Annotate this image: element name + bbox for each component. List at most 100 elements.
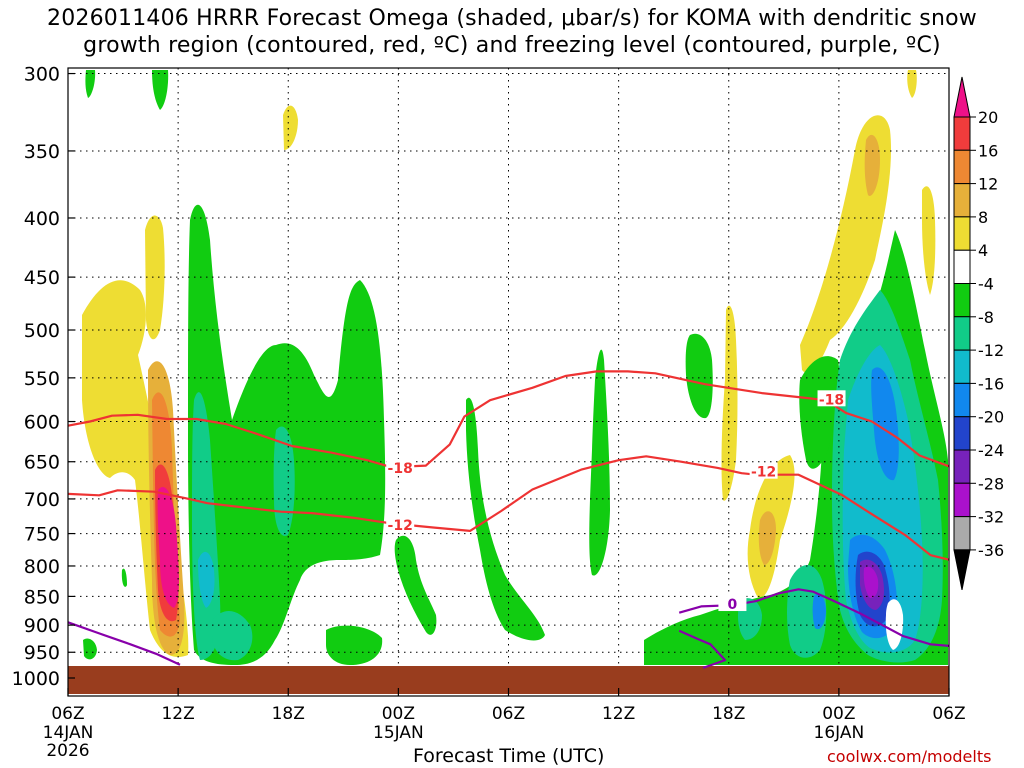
colorbar-bin xyxy=(953,283,971,318)
omega-area-cyan xyxy=(198,551,215,608)
chart-title-line-1: 2026011406 HRRR Forecast Omega (shaded, … xyxy=(47,6,977,31)
y-axis: 1000 950 900 850 800 750 700 650 600 550 500 450 400… xyxy=(12,64,75,690)
y-tick-label: 900 xyxy=(24,615,60,637)
colorbar-bin xyxy=(953,382,971,418)
colorbar-bin xyxy=(953,216,971,251)
x-tick-label: 06Z xyxy=(492,704,525,724)
contour-label-background xyxy=(386,515,415,532)
y-tick-label: 850 xyxy=(24,586,60,608)
omega-area-teal xyxy=(273,426,295,536)
colorbar-label: 16 xyxy=(978,141,998,160)
omega-area-green xyxy=(121,568,127,587)
colorbar-label: -28 xyxy=(978,474,1004,493)
y-tick-label: 350 xyxy=(24,141,60,163)
omega-area-green xyxy=(83,638,97,660)
omega-area-yellow xyxy=(922,186,936,295)
temperature-contours: -18 -18 -12 -12 0 xyxy=(67,370,950,669)
omega-area-yellow xyxy=(721,305,738,501)
colorbar-bin xyxy=(953,116,971,151)
x-axis-label: Forecast Time (UTC) xyxy=(413,745,605,767)
x-tick-label: 00Z xyxy=(822,704,855,724)
y-tick-label: 1000 xyxy=(12,668,60,690)
colorbar-label: -32 xyxy=(978,508,1004,527)
contour-line xyxy=(678,629,727,669)
omega-area-green xyxy=(152,70,169,110)
contour-line xyxy=(67,455,950,561)
omega-area-yellow xyxy=(907,70,917,98)
colorbar-bin xyxy=(953,183,971,218)
y-tick-label: 300 xyxy=(24,64,60,86)
x-tick-label: 00Z xyxy=(382,704,415,724)
credit-url: coolwx.com/modelts xyxy=(827,747,992,766)
colorbar-bin xyxy=(953,249,971,284)
colorbar-label: -12 xyxy=(978,341,1004,360)
x-tick-label: 12Z xyxy=(161,704,194,724)
contour-label-background xyxy=(386,458,415,475)
contour-label-background xyxy=(718,595,747,612)
y-tick-label: 700 xyxy=(24,489,60,511)
omega-area-gold xyxy=(864,134,880,196)
colorbar-label: -36 xyxy=(978,541,1004,560)
omega-shading xyxy=(82,70,948,666)
y-tick-label: 450 xyxy=(24,267,60,289)
chart-grid xyxy=(68,68,949,666)
omega-area-blue xyxy=(812,593,826,630)
omega-area-green xyxy=(589,349,610,576)
colorbar-bin xyxy=(953,549,971,590)
contour-label-background xyxy=(817,390,846,407)
x-tick-date: 15JAN xyxy=(373,723,424,743)
y-tick-label: 800 xyxy=(24,556,60,578)
colorbar-bin xyxy=(953,449,971,484)
contour-label: -12 xyxy=(388,518,413,534)
contour-label: -18 xyxy=(388,461,413,477)
y-tick-label: 750 xyxy=(24,524,60,546)
omega-area-gold xyxy=(758,511,776,565)
colorbar: 20 16 12 8 4 -4 -8 -12 -16 -20 -24 -28 -32 -36 xyxy=(953,76,1004,590)
omega-area-green xyxy=(685,333,713,419)
x-tick-label: 06Z xyxy=(932,704,965,724)
y-tick-label: 400 xyxy=(24,208,60,230)
colorbar-bin xyxy=(953,149,971,185)
omega-area-yellow xyxy=(283,105,298,150)
omega-area-yellow xyxy=(145,215,165,340)
colorbar-label: 20 xyxy=(978,108,998,127)
omega-area-white-hole xyxy=(885,599,904,650)
colorbar-label: -4 xyxy=(978,275,994,294)
omega-area-green xyxy=(799,356,840,469)
omega-area-green xyxy=(394,535,437,635)
y-tick-label: 950 xyxy=(24,642,60,664)
x-tick-year: 2026 xyxy=(46,741,89,761)
contour-label: -18 xyxy=(819,392,844,408)
x-tick-date: 14JAN xyxy=(43,723,94,743)
omega-area-magenta xyxy=(157,487,179,608)
colorbar-label: 8 xyxy=(978,208,988,227)
colorbar-bin xyxy=(953,516,971,551)
y-tick-label: 650 xyxy=(24,452,60,474)
colorbar-bin xyxy=(953,316,971,351)
contour-label: 0 xyxy=(728,597,738,613)
x-tick-label: 18Z xyxy=(712,704,745,724)
omega-area-blue xyxy=(871,367,899,481)
colorbar-bin xyxy=(953,482,971,518)
omega-area-green xyxy=(85,70,96,98)
omega-area-green xyxy=(466,397,545,641)
colorbar-bin xyxy=(953,349,971,384)
x-tick-label: 06Z xyxy=(51,704,84,724)
x-tick-label: 18Z xyxy=(272,704,305,724)
y-tick-label: 550 xyxy=(24,368,60,390)
y-tick-label: 600 xyxy=(24,412,60,434)
x-tick-date: 16JAN xyxy=(814,723,865,743)
contour-label-background xyxy=(749,462,778,479)
omega-area-teal xyxy=(212,610,253,661)
contour-label: -12 xyxy=(751,465,776,481)
colorbar-label: -16 xyxy=(978,374,1004,393)
colorbar-label: -8 xyxy=(978,308,994,327)
y-tick-label: 500 xyxy=(24,320,60,342)
colorbar-bin xyxy=(953,76,971,118)
chart-title-line-2: growth region (contoured, red, ºC) and f… xyxy=(83,33,941,58)
omega-area-green xyxy=(326,625,383,665)
colorbar-label: -20 xyxy=(978,408,1004,427)
omega-area-purple xyxy=(863,566,879,598)
